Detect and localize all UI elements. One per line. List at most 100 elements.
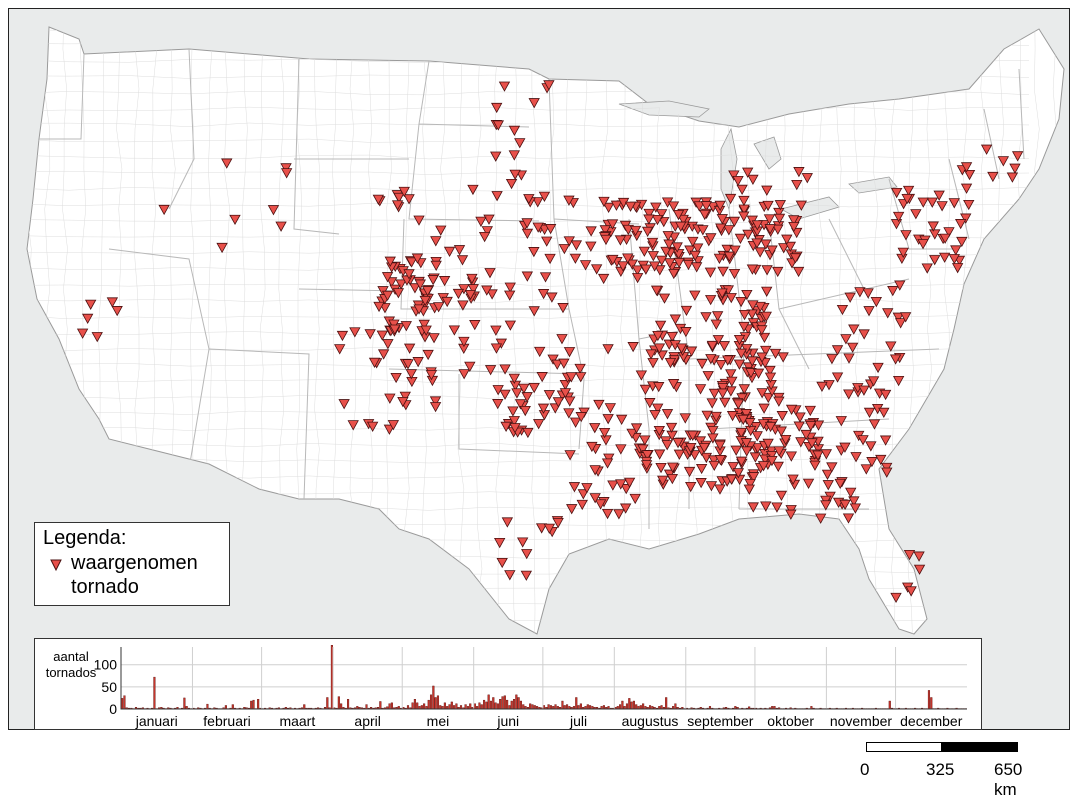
histogram-bar xyxy=(513,699,515,709)
histogram-bar xyxy=(619,705,621,709)
histogram-bar xyxy=(928,690,930,709)
histogram-bar xyxy=(649,705,651,709)
histogram-bar xyxy=(492,697,494,709)
histogram-bar xyxy=(124,696,126,709)
histogram-bar xyxy=(331,645,333,709)
histogram-bar xyxy=(518,697,520,709)
histogram-bar xyxy=(439,705,441,709)
histogram-bar xyxy=(154,677,156,709)
histogram-month-label: maart xyxy=(279,713,315,729)
histogram-bar xyxy=(534,705,536,709)
histogram-bar xyxy=(543,705,545,709)
histogram-bar xyxy=(474,704,476,709)
tornado-marker xyxy=(914,552,924,561)
scale-label-0: 0 xyxy=(860,760,869,780)
histogram-bar xyxy=(432,686,434,709)
histogram-bar xyxy=(423,704,425,709)
histogram-bar xyxy=(416,703,418,709)
histogram-bar xyxy=(486,702,488,709)
histogram-bar xyxy=(414,699,416,709)
tornado-marker xyxy=(915,565,925,574)
histogram-axes xyxy=(121,647,967,709)
histogram-bar xyxy=(303,705,305,709)
histogram-bar xyxy=(232,705,234,709)
histogram-bar xyxy=(631,702,633,709)
histogram-y-tick-label: 50 xyxy=(101,679,117,695)
histogram-month-label: mei xyxy=(427,713,450,729)
scale-label-650: 650 km xyxy=(994,760,1022,800)
histogram-bar xyxy=(628,698,630,709)
histogram-bar xyxy=(575,697,577,709)
histogram-bar xyxy=(499,699,501,709)
histogram-bar xyxy=(642,704,644,709)
tornado-marker xyxy=(816,514,826,523)
histogram-bar xyxy=(490,701,492,709)
histogram-bar xyxy=(497,704,499,709)
histogram-bar xyxy=(564,705,566,709)
histogram-bar xyxy=(555,705,557,709)
histogram-bar xyxy=(506,700,508,709)
histogram-bar xyxy=(640,705,642,709)
histogram-bar xyxy=(253,700,255,709)
scale-bar: 0 325 650 km xyxy=(866,742,1018,782)
histogram-bar xyxy=(250,701,252,709)
legend-item-label: waargenomen tornado xyxy=(71,551,221,599)
histogram-bar xyxy=(421,705,423,709)
histogram-bar xyxy=(121,698,123,709)
histogram-bar xyxy=(460,705,462,709)
histogram-bar xyxy=(509,705,511,709)
histogram-bar xyxy=(435,697,437,709)
legend: Legenda: waargenomen tornado xyxy=(34,522,230,606)
histogram-bar xyxy=(635,705,637,709)
legend-title: Legenda: xyxy=(43,527,126,550)
histogram-bar xyxy=(366,705,368,709)
histogram-month-label: november xyxy=(830,713,893,729)
scale-bar-black-segment xyxy=(942,742,1018,752)
histogram-bar xyxy=(481,705,483,709)
histogram-bar xyxy=(428,700,430,709)
histogram-bar xyxy=(347,699,349,709)
histogram-bar xyxy=(665,697,667,709)
histogram-bar xyxy=(520,701,522,709)
histogram-bar xyxy=(379,701,381,709)
histogram-bar xyxy=(578,705,580,709)
histogram-bar xyxy=(340,704,342,709)
histogram-bar xyxy=(675,704,677,709)
histogram-bar xyxy=(548,705,550,709)
histogram-bar xyxy=(207,704,209,709)
histogram-month-label: oktober xyxy=(767,713,814,729)
scale-label-325: 325 xyxy=(926,760,954,780)
histogram-bar xyxy=(661,705,663,709)
histogram-bar xyxy=(603,705,605,709)
histogram-bar xyxy=(456,704,458,709)
histogram-bar xyxy=(184,698,186,709)
histogram-bar xyxy=(587,705,589,709)
map-frame xyxy=(8,8,1070,730)
histogram-bar xyxy=(488,695,490,709)
histogram-bar xyxy=(502,697,504,709)
histogram-bar xyxy=(257,699,259,709)
histogram-bar xyxy=(580,704,582,709)
histogram-bar xyxy=(449,705,451,709)
histogram-bar xyxy=(622,701,624,709)
histogram-bar xyxy=(338,697,340,709)
histogram-bar xyxy=(225,705,227,709)
us-map xyxy=(9,9,1070,730)
histogram-y-tick-label: 0 xyxy=(109,701,117,717)
histogram-month-label: september xyxy=(687,713,753,729)
histogram-month-label: februari xyxy=(203,713,250,729)
histogram-bar xyxy=(633,701,635,709)
histogram-bar xyxy=(930,697,932,709)
histogram-month-label: januari xyxy=(135,713,178,729)
histogram-bar xyxy=(495,703,497,709)
histogram-bar xyxy=(451,702,453,709)
histogram-bar xyxy=(407,705,409,709)
histogram-month-label: december xyxy=(900,713,963,729)
histogram-month-label: juni xyxy=(496,713,519,729)
histogram-bar xyxy=(566,705,568,709)
histogram-bar xyxy=(469,704,471,709)
histogram-bar xyxy=(444,703,446,709)
histogram-bar xyxy=(515,695,517,709)
